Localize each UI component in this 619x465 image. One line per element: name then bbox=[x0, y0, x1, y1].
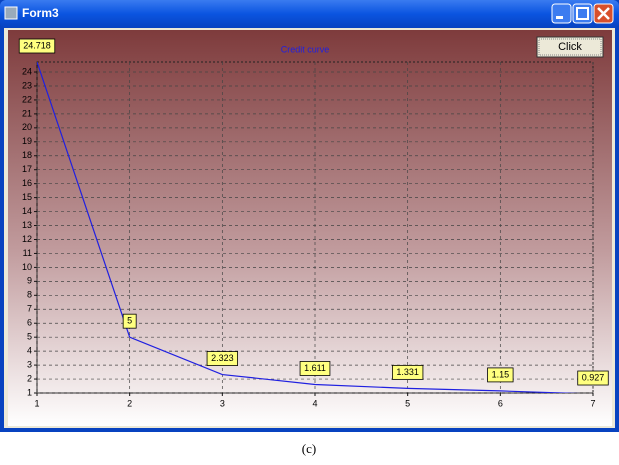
y-tick-label: 1 bbox=[27, 387, 32, 397]
data-label: 5 bbox=[122, 313, 137, 329]
minimize-button[interactable] bbox=[551, 3, 572, 24]
data-label-box bbox=[487, 367, 514, 383]
y-tick-label: 14 bbox=[22, 206, 32, 216]
y-tick-label: 23 bbox=[22, 80, 32, 90]
window-icon bbox=[4, 6, 18, 20]
data-label-text: 24.718 bbox=[23, 40, 51, 50]
data-label-box bbox=[122, 313, 137, 329]
maximize-button[interactable] bbox=[572, 3, 593, 24]
click-button[interactable]: Click bbox=[536, 36, 604, 58]
data-label-text: 2.323 bbox=[211, 353, 234, 363]
data-label-box bbox=[18, 38, 56, 54]
line-series bbox=[37, 62, 581, 393]
data-label-box bbox=[577, 370, 609, 386]
data-label: 1.331 bbox=[392, 364, 424, 380]
y-tick-label: 7 bbox=[27, 304, 32, 314]
y-tick-label: 18 bbox=[22, 150, 32, 160]
y-tick-label: 10 bbox=[22, 262, 32, 272]
window-title: Form3 bbox=[22, 6, 59, 20]
y-tick-label: 17 bbox=[22, 164, 32, 174]
y-tick-label: 20 bbox=[22, 122, 32, 132]
x-tick-label: 3 bbox=[220, 398, 225, 408]
y-tick-label: 12 bbox=[22, 234, 32, 244]
data-label-box bbox=[299, 361, 331, 376]
x-tick-label: 6 bbox=[498, 398, 503, 408]
y-tick-label: 4 bbox=[27, 346, 32, 356]
data-label-text: 0.927 bbox=[582, 372, 605, 382]
data-label: 0.927 bbox=[577, 370, 609, 386]
close-button[interactable] bbox=[593, 3, 614, 24]
data-label: 1.611 bbox=[299, 361, 331, 376]
chart-title: Credit curve bbox=[281, 44, 330, 54]
y-tick-label: 9 bbox=[27, 276, 32, 286]
y-tick-label: 13 bbox=[22, 220, 32, 230]
y-tick-label: 15 bbox=[22, 192, 32, 202]
y-tick-label: 6 bbox=[27, 318, 32, 328]
y-tick-label: 8 bbox=[27, 290, 32, 300]
x-tick-label: 7 bbox=[590, 398, 595, 408]
x-tick-label: 2 bbox=[127, 398, 132, 408]
data-label-text: 1.331 bbox=[396, 367, 419, 377]
data-label-box bbox=[206, 351, 238, 366]
chart-area bbox=[8, 30, 612, 426]
data-label-text: 1.611 bbox=[304, 363, 326, 373]
y-tick-label: 2 bbox=[27, 373, 32, 383]
data-label-box bbox=[392, 364, 424, 380]
data-label: 2.323 bbox=[206, 351, 238, 366]
x-tick-label: 5 bbox=[405, 398, 410, 408]
chart: 1234567891011121314151617181920212223241… bbox=[18, 38, 609, 408]
y-tick-label: 11 bbox=[23, 248, 32, 258]
y-tick-label: 24 bbox=[22, 66, 32, 76]
y-tick-label: 5 bbox=[27, 332, 32, 342]
x-tick-label: 4 bbox=[312, 398, 317, 408]
y-tick-label: 19 bbox=[22, 136, 32, 146]
data-label-text: 1.15 bbox=[492, 369, 510, 379]
title-bar bbox=[0, 0, 619, 28]
x-tick-label: 1 bbox=[34, 398, 39, 408]
y-tick-label: 21 bbox=[22, 108, 32, 118]
y-tick-label: 22 bbox=[22, 94, 32, 104]
y-tick-label: 16 bbox=[22, 178, 32, 188]
data-label: 1.15 bbox=[487, 367, 514, 383]
data-label-text: 5 bbox=[127, 316, 132, 326]
y-tick-label: 3 bbox=[27, 359, 32, 369]
caption: (c) bbox=[302, 441, 316, 456]
click-button-label[interactable]: Click bbox=[558, 41, 582, 53]
data-label: 24.718 bbox=[18, 38, 56, 54]
